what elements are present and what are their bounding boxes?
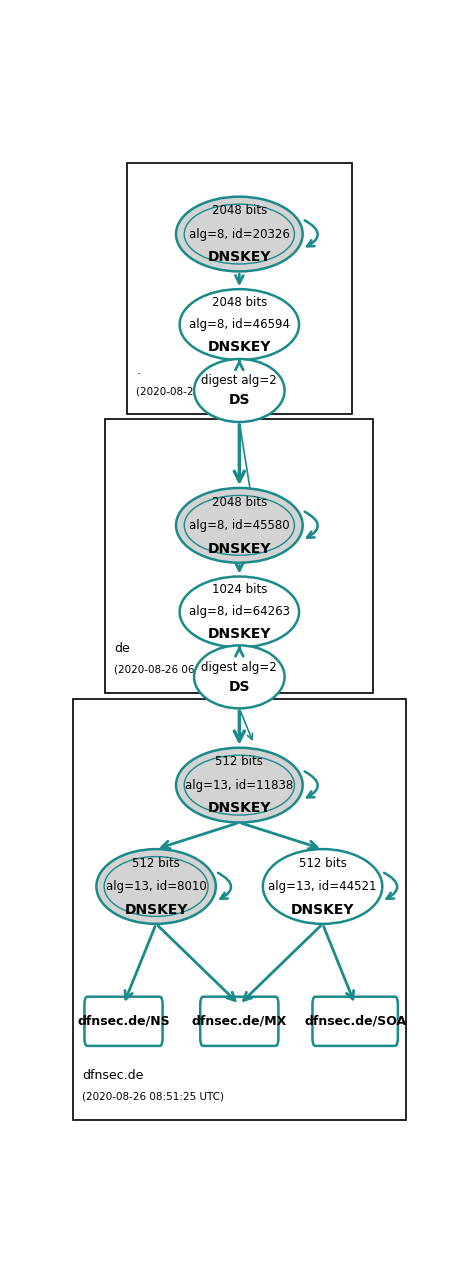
Text: 2048 bits: 2048 bits (212, 496, 267, 509)
Text: 1024 bits: 1024 bits (212, 584, 267, 597)
Text: dfnsec.de/NS: dfnsec.de/NS (77, 1015, 170, 1028)
Text: 512 bits: 512 bits (132, 856, 180, 870)
Text: 2048 bits: 2048 bits (212, 204, 267, 217)
Text: 2048 bits: 2048 bits (212, 296, 267, 309)
Text: alg=8, id=64263: alg=8, id=64263 (189, 606, 290, 619)
Bar (127, 164, 352, 414)
Text: DNSKEY: DNSKEY (208, 542, 271, 556)
FancyBboxPatch shape (200, 997, 278, 1045)
Text: .: . (136, 364, 140, 377)
Text: 512 bits: 512 bits (215, 755, 263, 768)
FancyBboxPatch shape (85, 997, 163, 1045)
Ellipse shape (180, 289, 299, 360)
Text: alg=13, id=44521: alg=13, id=44521 (269, 881, 377, 893)
Text: DS: DS (228, 680, 250, 694)
Text: (2020-08-26 08:51:25 UTC): (2020-08-26 08:51:25 UTC) (82, 1091, 224, 1102)
Text: digest alg=2: digest alg=2 (201, 374, 277, 387)
Text: 512 bits: 512 bits (298, 856, 347, 870)
Text: DNSKEY: DNSKEY (291, 902, 354, 916)
Text: dfnsec.de/MX: dfnsec.de/MX (192, 1015, 287, 1028)
Text: alg=13, id=8010: alg=13, id=8010 (106, 881, 206, 893)
Text: de: de (114, 643, 130, 656)
Text: DNSKEY: DNSKEY (208, 627, 271, 640)
Text: (2020-08-26 06:42:20 UTC): (2020-08-26 06:42:20 UTC) (136, 386, 278, 396)
Text: DNSKEY: DNSKEY (208, 250, 271, 265)
Text: dfnsec.de: dfnsec.de (82, 1070, 143, 1082)
Text: alg=8, id=20326: alg=8, id=20326 (189, 227, 290, 240)
Text: digest alg=2: digest alg=2 (201, 661, 277, 674)
Text: DS: DS (228, 394, 250, 408)
Ellipse shape (263, 849, 382, 924)
Ellipse shape (194, 645, 284, 708)
Ellipse shape (194, 359, 284, 422)
FancyBboxPatch shape (312, 997, 398, 1045)
Text: DNSKEY: DNSKEY (124, 902, 188, 916)
Text: alg=8, id=46594: alg=8, id=46594 (189, 318, 290, 331)
Text: dfnsec.de/SOA: dfnsec.de/SOA (304, 1015, 406, 1028)
Bar (73, 699, 406, 1120)
Text: alg=8, id=45580: alg=8, id=45580 (189, 519, 290, 532)
Text: (2020-08-26 06:47:32 UTC): (2020-08-26 06:47:32 UTC) (114, 665, 256, 675)
Text: DNSKEY: DNSKEY (208, 801, 271, 815)
Text: alg=13, id=11838: alg=13, id=11838 (185, 778, 293, 791)
Ellipse shape (96, 849, 216, 924)
Ellipse shape (176, 748, 303, 823)
Ellipse shape (176, 488, 303, 562)
Bar (106, 419, 373, 693)
Ellipse shape (176, 197, 303, 271)
Ellipse shape (180, 576, 299, 648)
Text: DNSKEY: DNSKEY (208, 340, 271, 354)
